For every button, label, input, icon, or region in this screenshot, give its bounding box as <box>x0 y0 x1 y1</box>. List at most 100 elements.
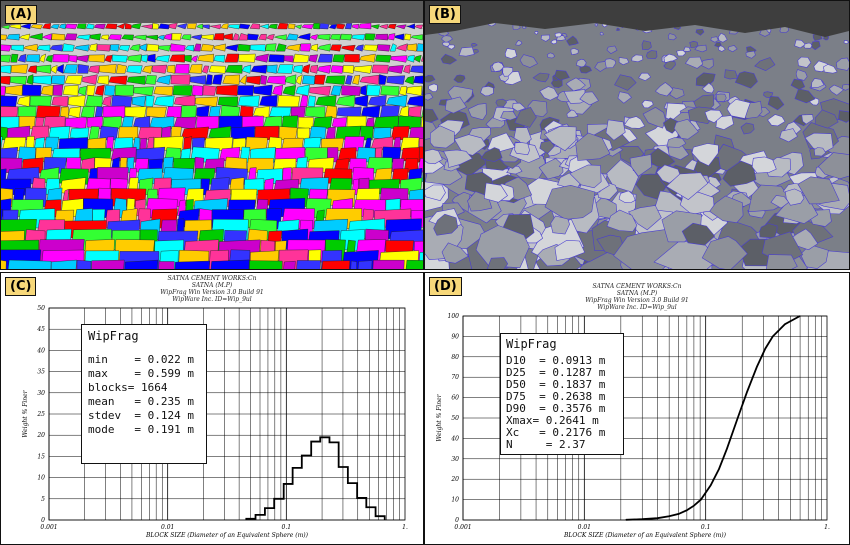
fragment-region <box>89 55 105 63</box>
fragment-region <box>238 85 254 95</box>
curve-point <box>765 348 766 349</box>
rock-outline <box>642 41 651 50</box>
stat-mode: mode = 0.191 m <box>88 423 200 437</box>
fragment-region <box>158 261 174 269</box>
fragment-region <box>146 75 157 84</box>
histogram-outline <box>246 437 384 520</box>
fragment-region <box>103 106 125 118</box>
fragment-region <box>239 54 256 62</box>
rock-outline <box>555 33 562 37</box>
cum-y-axis-label: Weight % Finer <box>436 393 443 441</box>
fragment-region <box>282 261 295 269</box>
stats-box-c: WipFrag min = 0.022 m max = 0.599 m bloc… <box>81 324 207 464</box>
hist-x-tick-label: 1. <box>402 524 408 531</box>
fragment-region <box>1 86 5 96</box>
curve-point <box>747 391 748 392</box>
cum-y-tick-label: 70 <box>451 374 459 381</box>
fragment-region <box>343 66 354 74</box>
fragment-region <box>357 261 372 269</box>
hist-y-tick-label: 10 <box>37 475 45 482</box>
fragment-region <box>7 34 20 40</box>
fragment-region <box>404 260 423 269</box>
fragment-region <box>340 34 351 40</box>
curve-point <box>700 499 701 500</box>
curve-point <box>686 510 687 511</box>
fragment-region <box>404 34 411 40</box>
fragment-region <box>127 66 143 74</box>
hist-y-tick-label: 30 <box>37 390 45 397</box>
fragment-region <box>226 65 243 73</box>
fragment-region <box>68 95 85 106</box>
fragment-region <box>196 106 209 118</box>
fragment-region <box>192 85 203 95</box>
hist-y-tick-label: 20 <box>36 432 45 439</box>
fragment-region <box>97 45 110 52</box>
panel-b-rock-photo: (B) <box>424 0 850 270</box>
fragment-region <box>1 117 19 129</box>
fragment-region <box>344 54 359 62</box>
fragment-region <box>269 55 284 63</box>
curve-point <box>657 518 658 519</box>
panel-d-cumulative: (D) SATNA CEMENT WORKS:Cn SATNA (M.P) Wi… <box>424 272 850 545</box>
fragment-region <box>65 75 82 84</box>
cum-y-tick-label: 90 <box>451 333 459 340</box>
rock-outline <box>717 94 727 102</box>
curve-point <box>737 417 738 418</box>
hist-y-tick-label: 15 <box>37 453 45 460</box>
fragment-region <box>331 66 343 74</box>
fragment-region <box>187 23 196 29</box>
fragment-region <box>375 34 388 40</box>
fragment-region <box>6 260 51 269</box>
cum-y-tick-label: 80 <box>451 354 459 361</box>
cum-x-tick-label: 0.1 <box>701 524 711 531</box>
hist-y-tick-label: 0 <box>41 517 45 524</box>
panel-label-c: (C) <box>5 277 36 296</box>
fragment-region <box>378 44 390 51</box>
fragment-region <box>305 107 325 118</box>
cum-x-axis-label: BLOCK SIZE (Diameter of an Equivalent Sp… <box>563 532 727 539</box>
rock-outline <box>505 48 517 58</box>
rock-outline <box>725 70 738 79</box>
stats-box-d: WipFrag D10 = 0.0913 m D25 = 0.1287 m D5… <box>500 333 624 455</box>
fragment-region <box>111 95 132 106</box>
stat-stdev: stdev = 0.124 m <box>88 409 200 423</box>
fragment-region <box>316 96 337 107</box>
curve-point <box>756 366 757 367</box>
fragment-region <box>30 96 52 107</box>
fragment-region <box>146 96 154 107</box>
fragment-region <box>260 75 266 84</box>
fragment-region <box>11 64 28 73</box>
fragment-region <box>125 107 146 118</box>
hist-y-tick-label: 25 <box>36 411 45 418</box>
fragment-region <box>210 260 249 269</box>
rock-outline <box>515 142 530 154</box>
fragment-region <box>175 64 189 73</box>
fragment-region <box>22 85 41 96</box>
fragment-region <box>372 65 388 73</box>
fragment-region <box>1 65 11 73</box>
fragment-region <box>148 54 156 62</box>
fragment-region <box>87 85 96 95</box>
fragment-region <box>91 260 124 269</box>
rock-pile-photo <box>425 1 849 269</box>
fragment-region <box>182 106 197 118</box>
fragment-region <box>315 75 326 84</box>
hist-x-tick-label: 0.1 <box>282 524 292 531</box>
fragment-region <box>320 261 350 269</box>
fragment-region <box>167 65 175 73</box>
fragment-region <box>298 117 314 129</box>
fragment-region <box>277 65 293 74</box>
fragment-region <box>99 64 116 73</box>
fragment-region <box>209 66 226 74</box>
fragment-region <box>326 76 346 85</box>
fragment-region <box>293 54 309 62</box>
fragment-region <box>173 85 192 95</box>
fragment-region <box>333 55 345 63</box>
fragment-region <box>223 75 240 85</box>
cum-y-tick-label: 100 <box>448 313 460 320</box>
fragment-region <box>361 106 380 118</box>
fragment-region <box>288 24 295 29</box>
cum-y-tick-label: 50 <box>451 415 459 422</box>
